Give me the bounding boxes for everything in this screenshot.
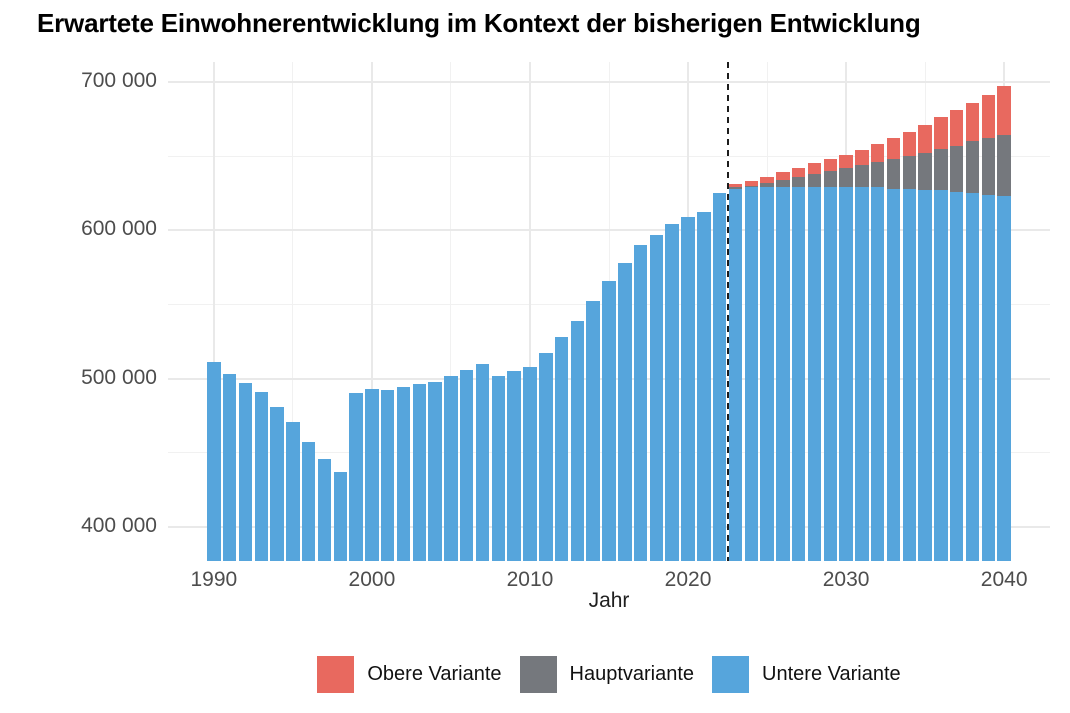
legend-swatch-icon xyxy=(712,655,750,693)
bar-untere-2009 xyxy=(507,371,521,561)
chart-title: Erwartete Einwohnerentwicklung im Kontex… xyxy=(37,8,921,38)
bar-untere-2004 xyxy=(428,381,442,561)
gridline-x-minor xyxy=(450,62,452,561)
x-tick-label: 2010 xyxy=(506,568,554,591)
bar-untere-2007 xyxy=(475,363,490,561)
legend-item-untere-variante: Untere Variante xyxy=(712,655,901,693)
bar-untere-1997 xyxy=(317,458,332,561)
y-tick-label: 700 000 xyxy=(81,68,157,92)
gridline-y-major xyxy=(168,229,1050,232)
bar-untere-2032 xyxy=(870,187,885,561)
gridline-x-minor xyxy=(292,62,294,561)
bar-untere-2022 xyxy=(712,193,727,561)
gridline-x-major xyxy=(528,62,531,561)
bar-untere-2011 xyxy=(539,353,553,561)
x-tick-label: 2030 xyxy=(822,568,870,591)
bar-untere-2012 xyxy=(554,337,569,561)
bar-untere-2027 xyxy=(791,187,806,561)
bar-untere-2028 xyxy=(807,187,822,561)
bar-untere-2013 xyxy=(570,320,585,561)
x-tick-label: 2000 xyxy=(348,568,396,591)
x-tick-label: 2040 xyxy=(980,568,1028,591)
x-tick-label: 2020 xyxy=(664,568,712,591)
gridline-y-major xyxy=(168,80,1050,83)
bar-untere-2036 xyxy=(934,190,948,561)
bar-untere-2033 xyxy=(886,188,901,561)
bar-untere-2038 xyxy=(965,193,980,561)
bar-untere-2023 xyxy=(728,188,743,561)
bar-untere-1990 xyxy=(207,362,221,561)
gridline-x-major xyxy=(212,62,215,561)
bar-untere-2021 xyxy=(697,212,711,561)
legend-swatch-icon xyxy=(317,655,355,693)
bar-untere-2026 xyxy=(776,187,790,561)
bar-untere-2025 xyxy=(760,187,774,561)
legend-item-hauptvariante: Hauptvariante xyxy=(519,655,695,693)
bar-untere-2024 xyxy=(744,187,758,561)
bar-untere-2010 xyxy=(523,366,537,561)
bar-untere-2005 xyxy=(444,375,458,561)
bar-untere-2017 xyxy=(633,245,648,561)
plot-panel xyxy=(168,62,1050,561)
legend-label: Obere Variante xyxy=(367,662,502,685)
bar-untere-2034 xyxy=(902,188,917,561)
bar-untere-2015 xyxy=(602,280,616,561)
legend-item-obere-variante: Obere Variante xyxy=(317,655,502,693)
bar-untere-2039 xyxy=(981,194,996,561)
bar-untere-2037 xyxy=(949,191,964,561)
bar-untere-2014 xyxy=(586,301,600,561)
bar-untere-1999 xyxy=(349,393,363,561)
bar-untere-1998 xyxy=(333,471,348,561)
bar-untere-2003 xyxy=(412,384,427,561)
bar-untere-2001 xyxy=(380,390,395,561)
bar-untere-2040 xyxy=(997,196,1011,561)
bar-untere-2000 xyxy=(365,388,379,561)
bar-untere-2002 xyxy=(396,387,411,561)
bar-untere-2029 xyxy=(823,187,838,561)
x-tick-label: 1990 xyxy=(190,568,238,591)
bar-untere-2016 xyxy=(618,262,632,561)
bar-untere-2019 xyxy=(665,224,679,561)
bar-untere-1993 xyxy=(254,391,268,561)
legend-label: Hauptvariante xyxy=(569,662,695,685)
bar-untere-1994 xyxy=(270,406,284,561)
gridline-x-major xyxy=(370,62,373,561)
bar-untere-1992 xyxy=(238,382,253,561)
bar-untere-1995 xyxy=(286,421,300,561)
bar-untere-2018 xyxy=(649,234,664,561)
y-tick-label: 600 000 xyxy=(81,217,157,241)
bar-untere-2030 xyxy=(839,187,853,561)
legend: Obere Variante Hauptvariante Untere Vari… xyxy=(168,650,1050,698)
bar-untere-2020 xyxy=(681,216,695,561)
bar-untere-2035 xyxy=(918,190,932,561)
x-axis-title: Jahr xyxy=(588,589,630,612)
y-tick-label: 400 000 xyxy=(81,513,157,537)
bar-untere-2031 xyxy=(855,187,869,561)
bar-untere-2006 xyxy=(459,369,474,561)
y-tick-label: 500 000 xyxy=(81,365,157,389)
forecast-divider-line xyxy=(726,62,729,561)
legend-swatch-icon xyxy=(519,655,557,693)
bar-untere-1996 xyxy=(301,442,316,561)
legend-label: Untere Variante xyxy=(762,662,901,685)
bar-untere-2008 xyxy=(491,375,506,561)
bar-untere-1991 xyxy=(222,374,237,561)
